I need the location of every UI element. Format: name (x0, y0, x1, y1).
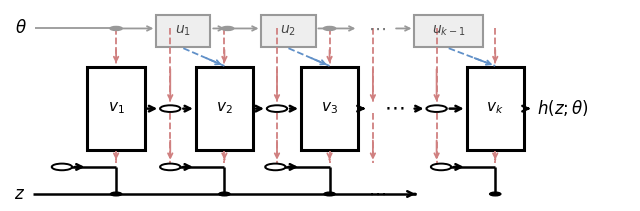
Text: $\cdots$: $\cdots$ (369, 185, 387, 203)
Circle shape (490, 192, 501, 196)
Bar (88, 67, 145, 150)
Text: $\theta$: $\theta$ (15, 19, 26, 38)
Circle shape (323, 26, 335, 30)
Text: $v_3$: $v_3$ (321, 101, 338, 116)
Text: $u_2$: $u_2$ (280, 24, 296, 38)
Circle shape (160, 164, 180, 170)
Bar (414, 15, 483, 47)
Text: $v_2$: $v_2$ (216, 101, 233, 116)
Circle shape (52, 164, 72, 170)
Text: $v_k$: $v_k$ (486, 101, 504, 116)
Text: $u_1$: $u_1$ (175, 24, 191, 38)
Text: $\cdots$: $\cdots$ (384, 97, 404, 118)
Bar (301, 67, 358, 150)
Circle shape (265, 164, 285, 170)
Circle shape (267, 105, 287, 112)
Text: $\cdots$: $\cdots$ (369, 19, 387, 38)
Bar (196, 67, 253, 150)
Circle shape (324, 192, 335, 196)
Bar (156, 15, 211, 47)
Circle shape (160, 105, 180, 112)
Circle shape (431, 164, 451, 170)
Circle shape (221, 26, 234, 30)
Text: $u_{k-1}$: $u_{k-1}$ (432, 24, 465, 38)
Bar (467, 67, 524, 150)
Bar (261, 15, 316, 47)
Circle shape (219, 192, 230, 196)
Text: $h(z;\theta)$: $h(z;\theta)$ (537, 97, 589, 118)
Text: $z$: $z$ (13, 185, 25, 203)
Circle shape (426, 105, 447, 112)
Text: $v_1$: $v_1$ (108, 101, 124, 116)
Circle shape (110, 26, 122, 30)
Circle shape (111, 192, 122, 196)
